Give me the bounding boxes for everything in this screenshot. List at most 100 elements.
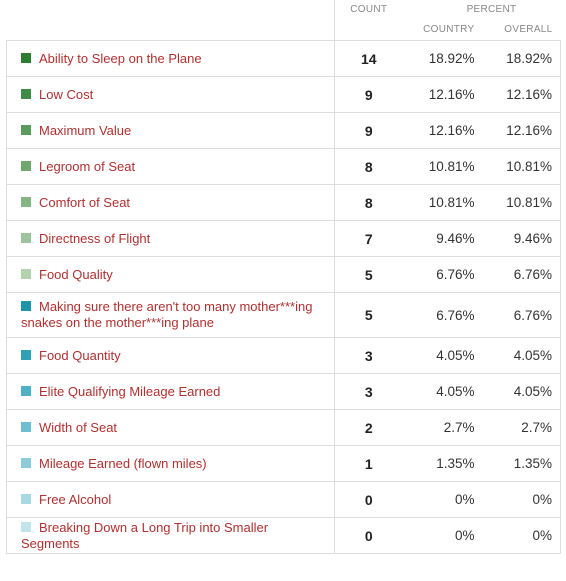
header-blank: [7, 0, 335, 24]
overall-percent-value: 0%: [482, 481, 562, 518]
answer-label[interactable]: Width of Seat: [39, 419, 118, 435]
table-row: Making sure there aren't too many mother…: [6, 292, 562, 338]
count-value: 0: [334, 517, 403, 554]
count-value: 7: [334, 220, 403, 257]
answer-label[interactable]: Food Quantity: [39, 347, 121, 363]
count-value: 9: [334, 112, 403, 149]
answer-label[interactable]: Legroom of Seat: [39, 158, 136, 174]
count-value: 5: [334, 256, 403, 293]
color-swatch-icon: [21, 160, 31, 171]
header-blank-2: [7, 24, 335, 41]
country-percent-value: 12.16%: [402, 76, 483, 113]
answer-label[interactable]: Free Alcohol: [39, 491, 112, 507]
overall-percent-value: 10.81%: [482, 184, 562, 221]
answer-label[interactable]: Maximum Value: [39, 122, 132, 138]
table-row: Elite Qualifying Mileage Earned 3 4.05% 4.0…: [6, 373, 562, 410]
answer-cell: Mileage Earned (flown miles): [6, 445, 335, 482]
country-percent-value: 4.05%: [402, 337, 483, 374]
country-percent-value: 6.76%: [402, 256, 483, 293]
color-swatch-icon: [21, 124, 31, 135]
country-percent-value: 10.81%: [402, 148, 483, 185]
country-percent-value: 0%: [402, 481, 483, 518]
table-row: Comfort of Seat 8 10.81% 10.81%: [6, 184, 562, 221]
count-value: 0: [334, 481, 403, 518]
answer-label[interactable]: Directness of Flight: [39, 230, 151, 246]
overall-percent-value: 6.76%: [482, 292, 562, 338]
color-swatch-icon: [21, 88, 31, 99]
table-row: Ability to Sleep on the Plane 14 18.92% 18.…: [6, 40, 562, 77]
count-value: 14: [334, 40, 403, 77]
overall-percent-value: 12.16%: [482, 112, 562, 149]
overall-percent-value: 18.92%: [482, 40, 562, 77]
color-swatch-icon: [21, 457, 31, 468]
overall-percent-value: 6.76%: [482, 256, 562, 293]
country-percent-value: 10.81%: [402, 184, 483, 221]
answer-label[interactable]: Breaking Down a Long Trip into Smaller S…: [21, 519, 269, 551]
answer-label[interactable]: Food Quality: [39, 266, 113, 282]
results-table: COUNT PERCENT COUNTRY OVERALL Ability to…: [6, 0, 562, 554]
answer-cell: Food Quality: [6, 256, 335, 293]
color-swatch-icon: [21, 268, 31, 279]
overall-percent-value: 4.05%: [482, 373, 562, 410]
country-percent-value: 2.7%: [402, 409, 483, 446]
answer-label[interactable]: Elite Qualifying Mileage Earned: [39, 383, 221, 399]
color-swatch-icon: [21, 385, 31, 396]
table-row: Food Quantity 3 4.05% 4.05%: [6, 337, 562, 374]
overall-percent-value: 1.35%: [482, 445, 562, 482]
table-row: Legroom of Seat 8 10.81% 10.81%: [6, 148, 562, 185]
answer-label[interactable]: Low Cost: [39, 86, 94, 102]
table-row: Low Cost 9 12.16% 12.16%: [6, 76, 562, 113]
answer-cell: Low Cost: [6, 76, 335, 113]
answer-cell: Width of Seat: [6, 409, 335, 446]
overall-percent-value: 4.05%: [482, 337, 562, 374]
table-header: COUNT PERCENT COUNTRY OVERALL: [7, 0, 561, 41]
country-percent-value: 1.35%: [402, 445, 483, 482]
count-value: 3: [334, 373, 403, 410]
count-value: 1: [334, 445, 403, 482]
table-row: Free Alcohol 0 0% 0%: [6, 481, 562, 518]
country-percent-value: 0%: [402, 517, 483, 554]
answer-cell: Breaking Down a Long Trip into Smaller S…: [6, 517, 335, 554]
table-row: Food Quality 5 6.76% 6.76%: [6, 256, 562, 293]
answer-label[interactable]: Making sure there aren't too many mother…: [21, 299, 313, 330]
count-value: 5: [334, 292, 403, 338]
answer-cell: Maximum Value: [6, 112, 335, 149]
answer-cell: Food Quantity: [6, 337, 335, 374]
answer-cell: Making sure there aren't too many mother…: [6, 292, 335, 338]
answer-label[interactable]: Comfort of Seat: [39, 194, 131, 210]
count-value: 9: [334, 76, 403, 113]
percent-column-header: PERCENT: [466, 4, 517, 15]
overall-column-header: OVERALL: [504, 24, 553, 35]
color-swatch-icon: [21, 301, 31, 311]
color-swatch-icon: [21, 421, 31, 432]
country-percent-value: 9.46%: [402, 220, 483, 257]
count-value: 3: [334, 337, 403, 374]
overall-percent-value: 12.16%: [482, 76, 562, 113]
table-row: Mileage Earned (flown miles) 1 1.35% 1.35%: [6, 445, 562, 482]
country-percent-value: 4.05%: [402, 373, 483, 410]
overall-percent-value: 2.7%: [482, 409, 562, 446]
color-swatch-icon: [21, 52, 31, 63]
count-value: 8: [334, 148, 403, 185]
table-row: Directness of Flight 7 9.46% 9.46%: [6, 220, 562, 257]
answer-label[interactable]: Ability to Sleep on the Plane: [39, 50, 202, 66]
table-row: Maximum Value 9 12.16% 12.16%: [6, 112, 562, 149]
table-row: Width of Seat 2 2.7% 2.7%: [6, 409, 562, 446]
color-swatch-icon: [21, 493, 31, 504]
answer-cell: Free Alcohol: [6, 481, 335, 518]
table-row: Breaking Down a Long Trip into Smaller S…: [6, 517, 562, 554]
country-percent-value: 12.16%: [402, 112, 483, 149]
color-swatch-icon: [21, 349, 31, 360]
country-percent-value: 18.92%: [402, 40, 483, 77]
country-column-header: COUNTRY: [423, 24, 475, 35]
answer-cell: Comfort of Seat: [6, 184, 335, 221]
country-percent-value: 6.76%: [402, 292, 483, 338]
answer-label[interactable]: Mileage Earned (flown miles): [39, 455, 207, 471]
count-column-header: COUNT: [334, 0, 403, 41]
answer-cell: Legroom of Seat: [6, 148, 335, 185]
overall-percent-value: 9.46%: [482, 220, 562, 257]
overall-percent-value: 0%: [482, 517, 562, 554]
count-value: 2: [334, 409, 403, 446]
count-value: 8: [334, 184, 403, 221]
